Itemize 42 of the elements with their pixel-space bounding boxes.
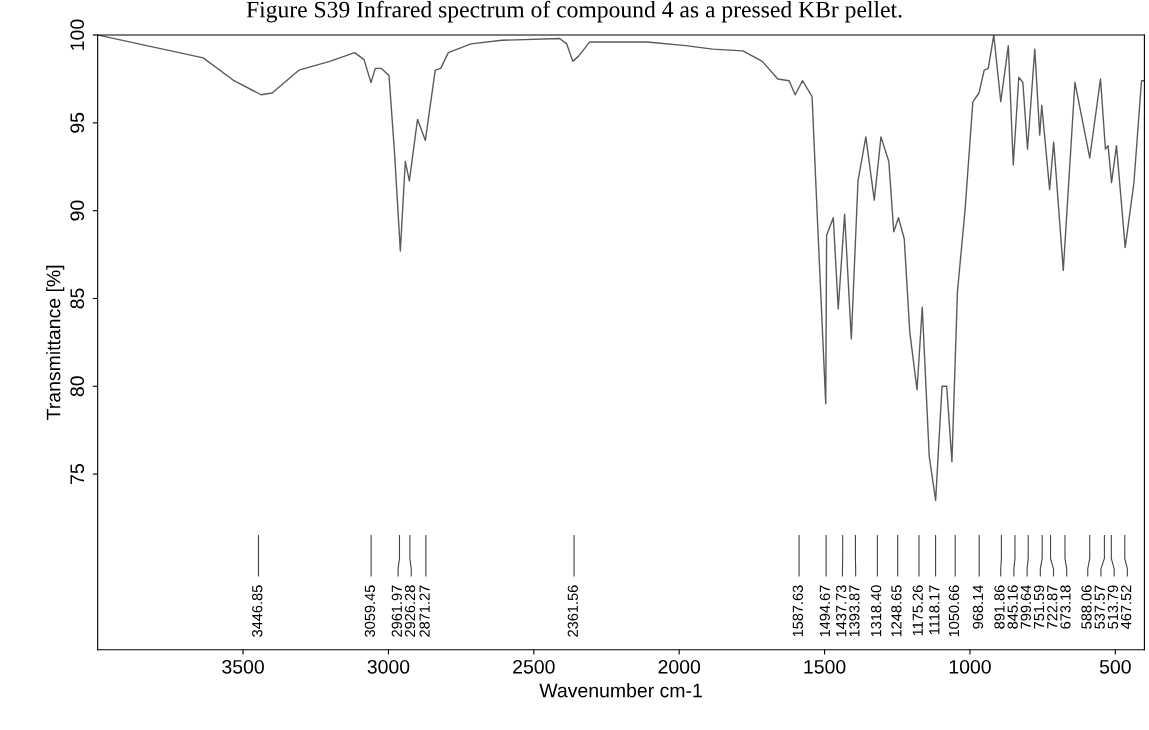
ref-line-label: 2926.28	[404, 585, 416, 637]
ref-line-label: 2871.27	[419, 585, 430, 637]
ref-line-label: 2961.97	[391, 585, 402, 637]
ref-line-label: 3059.45	[364, 585, 376, 637]
ref-line-label: 2361.56	[567, 585, 578, 637]
y-tick-label: 95	[70, 112, 85, 133]
x-tick-label: 1500	[804, 659, 846, 674]
y-tick-label: 90	[70, 200, 85, 221]
x-tick-label: 3000	[367, 659, 410, 674]
ref-line-label: 845.16	[1007, 585, 1018, 629]
ref-line-label: 1494.67	[819, 585, 831, 637]
y-tick-label: 80	[70, 376, 85, 397]
ref-line-label: 722.87	[1047, 585, 1058, 629]
y-tick-label: 75	[70, 464, 85, 484]
ref-line-label: 1393.87	[849, 585, 860, 637]
x-tick-label: 500	[1099, 659, 1131, 674]
ref-line-label: 1587.63	[792, 585, 803, 637]
ref-line-label: 1175.26	[912, 585, 923, 636]
ref-line-label: 968.14	[972, 585, 984, 629]
ref-line-label: 1248.65	[891, 585, 902, 637]
ref-line-label: 1318.40	[870, 585, 882, 637]
x-tick-label: 3500	[222, 659, 264, 674]
ref-line-label: 467.52	[1120, 585, 1132, 629]
ref-line-label: 1050.66	[948, 585, 960, 637]
ref-line-label: 1437.73	[836, 585, 847, 637]
ref-line-label: 513.79	[1107, 585, 1119, 629]
x-axis-title: Wavenumber cm-1	[539, 683, 702, 698]
ref-line-label: 588.06	[1081, 585, 1092, 629]
ref-line-label: 891.86	[994, 585, 1005, 629]
y-tick-label: 100	[70, 19, 85, 50]
ref-line-label: 799.64	[1020, 585, 1032, 629]
ref-line-label: 537.57	[1094, 585, 1105, 629]
ref-line-label: 673.18	[1060, 585, 1071, 629]
ref-line-label: 1118.17	[929, 585, 940, 635]
ref-line-label: 3446.85	[252, 585, 263, 637]
x-tick-label: 2500	[513, 659, 555, 674]
ref-line-label: 751.59	[1033, 585, 1045, 629]
chart-title: Figure S39 Infrared spectrum of compound 4 as a pressed KBr pellet.	[246, 0, 902, 23]
y-tick-label: 85	[70, 288, 85, 309]
x-tick-label: 1000	[949, 659, 991, 674]
x-tick-label: 2000	[658, 659, 701, 674]
y-axis-title: Transmittance [%]	[46, 265, 65, 420]
